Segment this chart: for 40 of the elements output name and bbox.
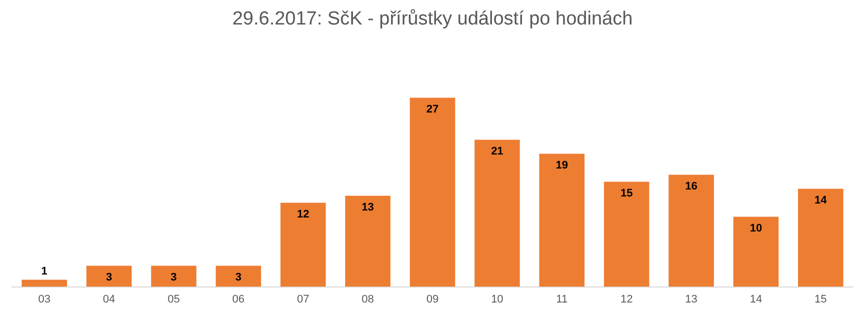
- bar: [474, 140, 520, 287]
- chart-title: 29.6.2017: SčK - přírůstky událostí po hodinách: [232, 8, 633, 30]
- bar: [668, 174, 714, 287]
- bar: [86, 266, 132, 287]
- data-label: 15: [620, 187, 633, 200]
- data-label: 3: [235, 271, 242, 284]
- x-tick-label: 08: [362, 293, 374, 306]
- data-label: 19: [556, 159, 568, 172]
- bar: [22, 280, 67, 287]
- data-label: 13: [362, 201, 374, 214]
- bar: [604, 182, 650, 287]
- x-tick-label: 11: [556, 293, 568, 306]
- x-tick-label: 15: [814, 293, 827, 306]
- data-label: 3: [170, 271, 177, 284]
- bar: [410, 98, 456, 287]
- x-tick-label: 13: [685, 293, 698, 306]
- x-tick-label: 06: [232, 293, 245, 306]
- data-label: 10: [750, 222, 762, 234]
- x-tick-label: 07: [296, 293, 310, 306]
- x-tick-label: 12: [620, 293, 633, 306]
- data-label: 3: [106, 271, 112, 284]
- x-tick-label: 04: [102, 293, 116, 306]
- bar: [539, 154, 585, 287]
- x-tick-label: 03: [38, 293, 50, 306]
- data-label: 1: [41, 265, 48, 278]
- bar: [733, 216, 779, 287]
- bar: [280, 202, 326, 287]
- data-label: 27: [426, 103, 439, 116]
- data-label: 21: [491, 145, 504, 158]
- bar: [151, 266, 196, 287]
- data-label: 16: [685, 180, 698, 192]
- data-label: 12: [296, 208, 310, 220]
- x-tick-label: 14: [750, 293, 762, 306]
- data-label: 14: [814, 194, 828, 206]
- x-tick-label: 09: [426, 293, 439, 306]
- bar: [345, 196, 390, 287]
- x-tick-label: 10: [491, 293, 504, 306]
- bar: [216, 266, 262, 287]
- bar: [798, 188, 844, 287]
- x-tick-label: 05: [168, 293, 180, 306]
